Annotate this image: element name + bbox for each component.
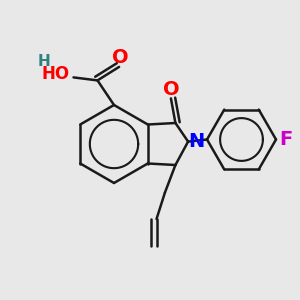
Text: O: O: [163, 80, 179, 99]
Text: F: F: [279, 130, 292, 149]
Text: N: N: [188, 131, 205, 151]
Text: HO: HO: [41, 65, 70, 83]
Text: O: O: [112, 48, 129, 68]
Text: H: H: [38, 54, 50, 69]
